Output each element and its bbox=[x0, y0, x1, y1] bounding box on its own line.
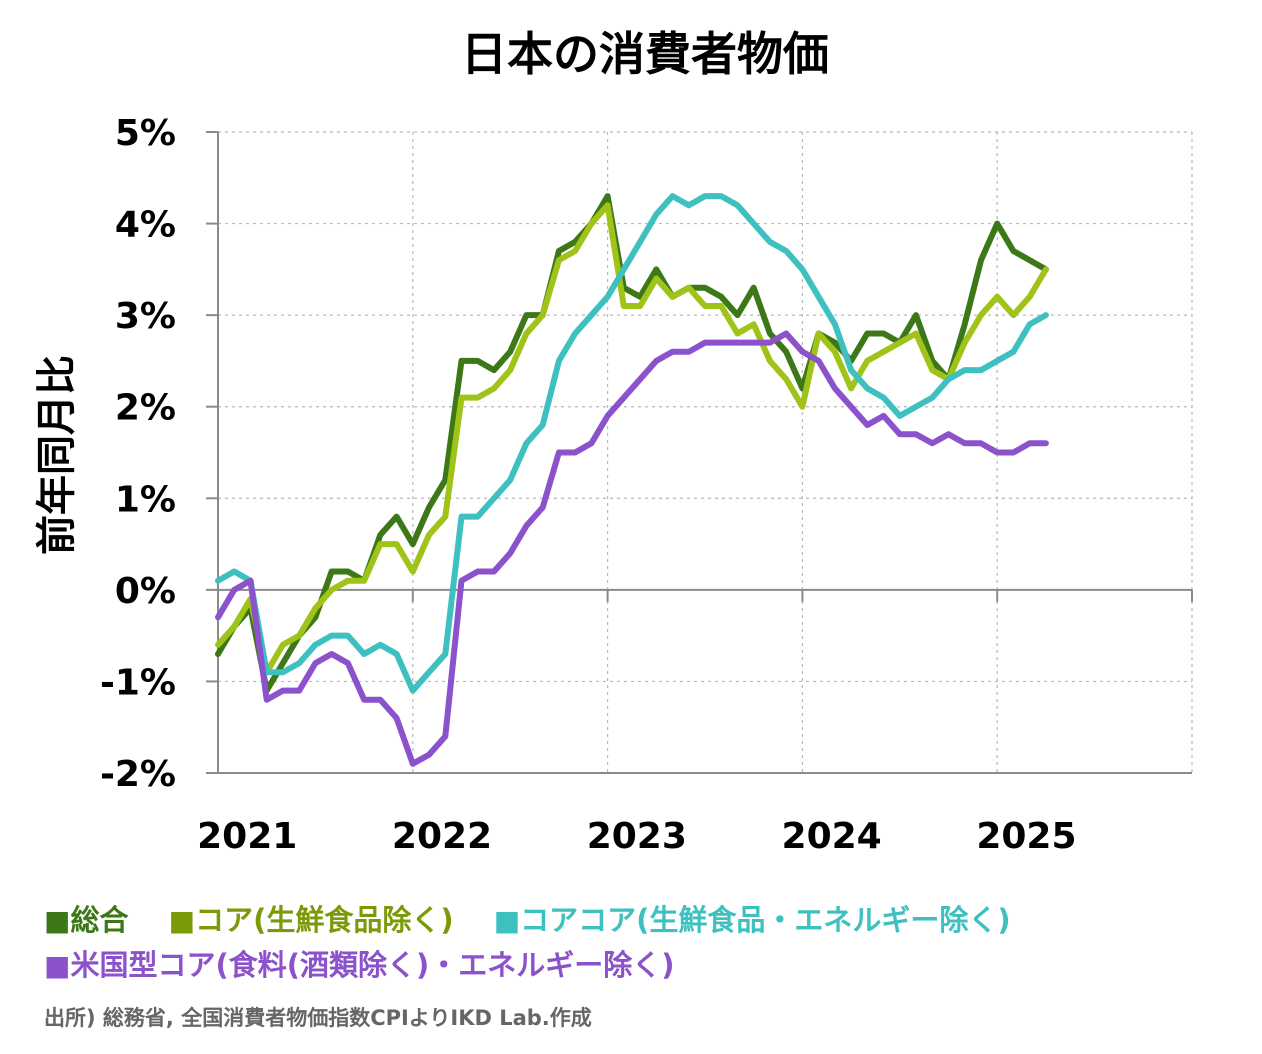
legend-item-sogo: ■総合 bbox=[44, 898, 128, 943]
x-tick-label: 2023 bbox=[587, 816, 687, 857]
y-tick-label: 3% bbox=[115, 296, 176, 337]
legend-item-corecore: ■コアコア(生鮮食品・エネルギー除く) bbox=[494, 898, 1011, 943]
legend-item-us-core: ■米国型コア(食料(酒類除く)・エネルギー除く) bbox=[44, 943, 675, 988]
legend-label-sogo: 総合 bbox=[70, 903, 129, 937]
source-note: 出所) 総務省, 全国消費者物価指数CPIよりIKD Lab.作成 bbox=[44, 1006, 592, 1030]
legend-swatch-sogo: ■ bbox=[44, 904, 71, 937]
chart-canvas: 日本の消費者物価 前年同月比 5% 4% 3% 2% 1% 0% -1% -2% 2021 202… bbox=[34, 27, 1193, 857]
legend-label-corecore: コアコア(生鮮食品・エネルギー除く) bbox=[520, 903, 1011, 937]
legend-label-core: コア(生鮮食品除く) bbox=[195, 903, 454, 937]
y-tick-label: 4% bbox=[115, 205, 176, 246]
legend-swatch-core: ■ bbox=[168, 904, 196, 937]
legend-item-core: ■コア(生鮮食品除く) bbox=[169, 898, 454, 943]
y-tick-label: 2% bbox=[115, 388, 176, 429]
x-tick-label: 2021 bbox=[197, 816, 297, 857]
series-line-2 bbox=[215, 193, 1049, 694]
y-tick-label: -2% bbox=[100, 754, 176, 795]
y-tick-label: 5% bbox=[115, 113, 176, 154]
x-tick-label: 2024 bbox=[782, 816, 882, 857]
y-axis-label: 前年同月比 bbox=[34, 355, 80, 555]
y-tick-label: 0% bbox=[115, 571, 176, 612]
y-tick-label: 1% bbox=[115, 479, 176, 520]
y-tick-label: -1% bbox=[100, 662, 176, 703]
tick-labels: 5% 4% 3% 2% 1% 0% -1% -2% 2021 2022 2023 2024 2025 bbox=[100, 113, 1077, 857]
x-tick-label: 2025 bbox=[976, 816, 1076, 857]
legend: ■総合 ■コア(生鮮食品除く) ■コアコア(生鮮食品・エネルギー除く) ■米国型… bbox=[44, 898, 1254, 988]
x-tick-label: 2022 bbox=[392, 816, 492, 857]
chart-title: 日本の消費者物価 bbox=[461, 27, 829, 81]
series-line-1 bbox=[215, 202, 1049, 676]
legend-swatch-us-core: ■ bbox=[44, 949, 71, 982]
legend-label-us-core: 米国型コア(食料(酒類除く)・エネルギー除く) bbox=[70, 948, 675, 982]
plot-area bbox=[215, 193, 1049, 767]
series-line-3 bbox=[215, 330, 1049, 767]
series-line-0 bbox=[215, 193, 1049, 694]
axes bbox=[206, 131, 1193, 774]
gridlines bbox=[218, 131, 1193, 773]
legend-swatch-corecore: ■ bbox=[493, 904, 521, 937]
